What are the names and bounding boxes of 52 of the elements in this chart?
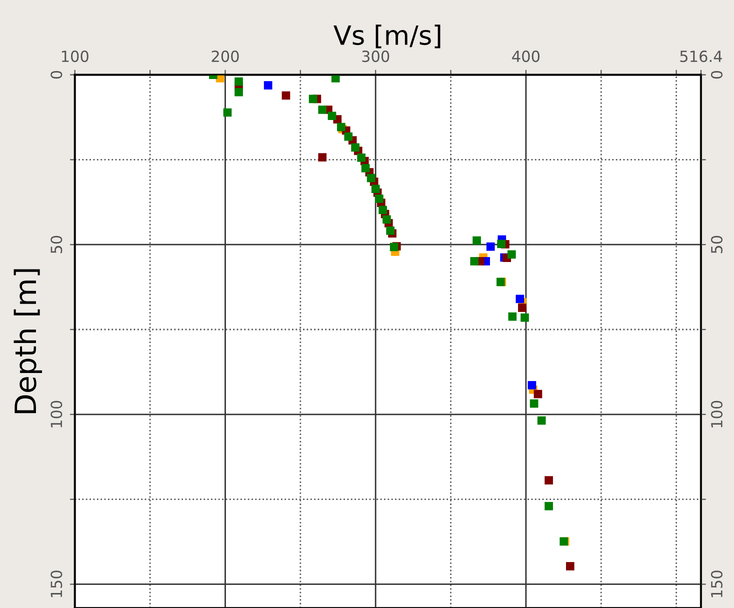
- x-axis-title: Vs [m/s]: [334, 24, 440, 48]
- point: [534, 390, 542, 398]
- point: [361, 164, 370, 172]
- y2-tick-label: 100: [710, 400, 723, 428]
- point: [308, 94, 318, 104]
- x-tick-label: 516.4: [680, 50, 722, 62]
- point: [566, 562, 574, 570]
- point: [234, 88, 243, 96]
- point: [318, 153, 327, 162]
- y2-tick-label: 0: [710, 70, 723, 79]
- point: [223, 108, 232, 117]
- point: [520, 313, 529, 322]
- point: [282, 91, 290, 100]
- point: [328, 112, 336, 120]
- y-axis-title: Depth [m]: [14, 269, 42, 414]
- point: [386, 226, 394, 235]
- x-tick-label: 100: [62, 50, 88, 62]
- point: [234, 77, 243, 86]
- point: [516, 294, 524, 304]
- point: [344, 132, 353, 141]
- x-tick-label: 200: [212, 50, 239, 62]
- point: [375, 194, 384, 203]
- point: [508, 250, 516, 259]
- point: [382, 215, 391, 224]
- y2-tick-label: 150: [710, 570, 723, 598]
- point: [530, 399, 538, 408]
- y-tick-label: 100: [50, 400, 62, 428]
- point: [366, 174, 376, 182]
- point: [264, 81, 272, 90]
- y2-tick-label: 50: [710, 236, 723, 254]
- point: [508, 312, 517, 321]
- point: [357, 153, 366, 162]
- point: [518, 304, 526, 312]
- point: [318, 106, 327, 114]
- point: [528, 381, 536, 390]
- point: [497, 240, 506, 248]
- point: [331, 74, 340, 82]
- point: [378, 206, 387, 214]
- x-tick-label: 300: [362, 50, 390, 62]
- point: [544, 476, 553, 484]
- point: [470, 257, 479, 266]
- y-tick-label: 150: [50, 570, 62, 598]
- point: [472, 236, 481, 245]
- y-tick-label: 50: [50, 236, 62, 254]
- point: [544, 502, 553, 510]
- point: [390, 242, 398, 252]
- point: [351, 143, 360, 152]
- point: [537, 416, 546, 425]
- point: [486, 242, 495, 251]
- y-tick-label: 0: [50, 70, 62, 79]
- point: [371, 184, 380, 194]
- x-tick-label: 400: [512, 50, 540, 62]
